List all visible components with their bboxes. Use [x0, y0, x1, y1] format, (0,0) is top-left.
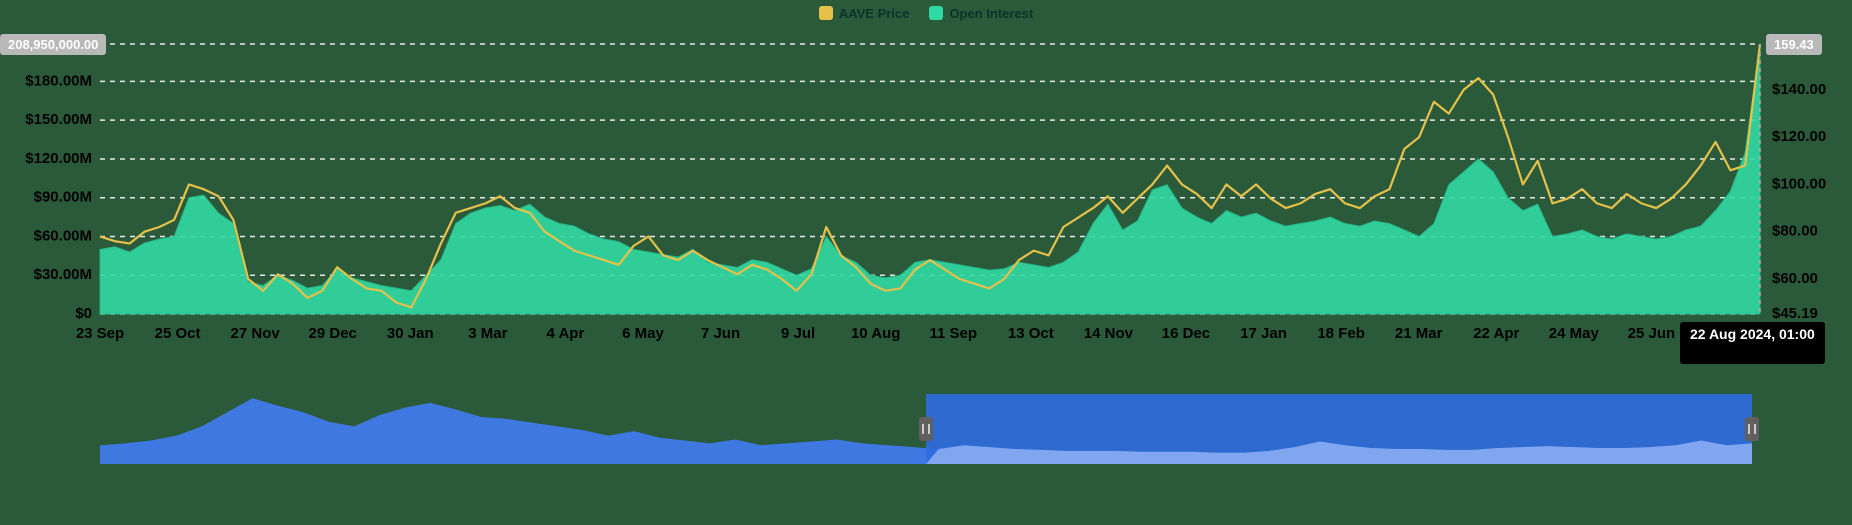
- left-axis-current-badge: 208,950,000.00: [0, 34, 106, 55]
- svg-text:25 Oct: 25 Oct: [155, 325, 201, 342]
- svg-text:21 Mar: 21 Mar: [1395, 325, 1443, 342]
- svg-text:27 Nov: 27 Nov: [231, 325, 281, 342]
- right-axis-current-badge: 159.43: [1766, 34, 1822, 55]
- navigator-handle-right[interactable]: [1745, 417, 1759, 441]
- svg-text:$90.00M: $90.00M: [34, 189, 92, 206]
- svg-text:$100.00: $100.00: [1772, 175, 1826, 192]
- legend-swatch-open-interest: [929, 6, 943, 20]
- svg-text:$0: $0: [75, 305, 92, 322]
- svg-text:30 Jan: 30 Jan: [387, 325, 434, 342]
- svg-text:$150.00M: $150.00M: [25, 111, 92, 128]
- svg-text:$60.00: $60.00: [1772, 270, 1818, 287]
- svg-text:3 Mar: 3 Mar: [468, 325, 507, 342]
- svg-text:16 Dec: 16 Dec: [1162, 325, 1210, 342]
- x-axis-current-time-badge: 22 Aug 2024, 01:00: [1680, 322, 1825, 364]
- legend-item-price[interactable]: AAVE Price: [819, 6, 910, 21]
- svg-text:22 Apr: 22 Apr: [1473, 325, 1519, 342]
- svg-text:$120.00M: $120.00M: [25, 150, 92, 167]
- svg-text:23 Sep: 23 Sep: [76, 325, 124, 342]
- legend-swatch-price: [819, 6, 833, 20]
- legend-label-open-interest: Open Interest: [949, 6, 1033, 21]
- main-chart[interactable]: $0 $30.00M $60.00M $90.00M $120.00M $150.00M $…: [0, 24, 1852, 364]
- svg-text:4 Apr: 4 Apr: [547, 325, 585, 342]
- svg-text:7 Jun: 7 Jun: [701, 325, 740, 342]
- svg-text:$60.00M: $60.00M: [34, 227, 92, 244]
- legend-label-price: AAVE Price: [839, 6, 910, 21]
- svg-text:18 Feb: 18 Feb: [1317, 325, 1365, 342]
- svg-text:$180.00M: $180.00M: [25, 72, 92, 89]
- range-navigator[interactable]: [100, 394, 1752, 464]
- svg-text:14 Nov: 14 Nov: [1084, 325, 1134, 342]
- svg-text:10 Aug: 10 Aug: [851, 325, 900, 342]
- svg-text:6 May: 6 May: [622, 325, 664, 342]
- svg-text:$80.00: $80.00: [1772, 223, 1818, 240]
- svg-text:$45.19: $45.19: [1772, 305, 1818, 322]
- svg-text:11 Sep: 11 Sep: [929, 325, 977, 342]
- chart-canvas: $0 $30.00M $60.00M $90.00M $120.00M $150.00M $…: [0, 24, 1852, 364]
- svg-text:$140.00: $140.00: [1772, 81, 1826, 98]
- svg-text:29 Dec: 29 Dec: [309, 325, 357, 342]
- svg-text:25 Jun: 25 Jun: [1628, 325, 1676, 342]
- legend-item-open-interest[interactable]: Open Interest: [929, 6, 1033, 21]
- svg-text:$120.00: $120.00: [1772, 128, 1826, 145]
- svg-text:9 Jul: 9 Jul: [781, 325, 815, 342]
- chart-legend: AAVE Price Open Interest: [0, 0, 1852, 24]
- svg-text:17 Jan: 17 Jan: [1240, 325, 1287, 342]
- svg-text:$30.00M: $30.00M: [34, 266, 92, 283]
- svg-text:13 Oct: 13 Oct: [1008, 325, 1054, 342]
- navigator-handle-left[interactable]: [919, 417, 933, 441]
- svg-text:24 May: 24 May: [1549, 325, 1600, 342]
